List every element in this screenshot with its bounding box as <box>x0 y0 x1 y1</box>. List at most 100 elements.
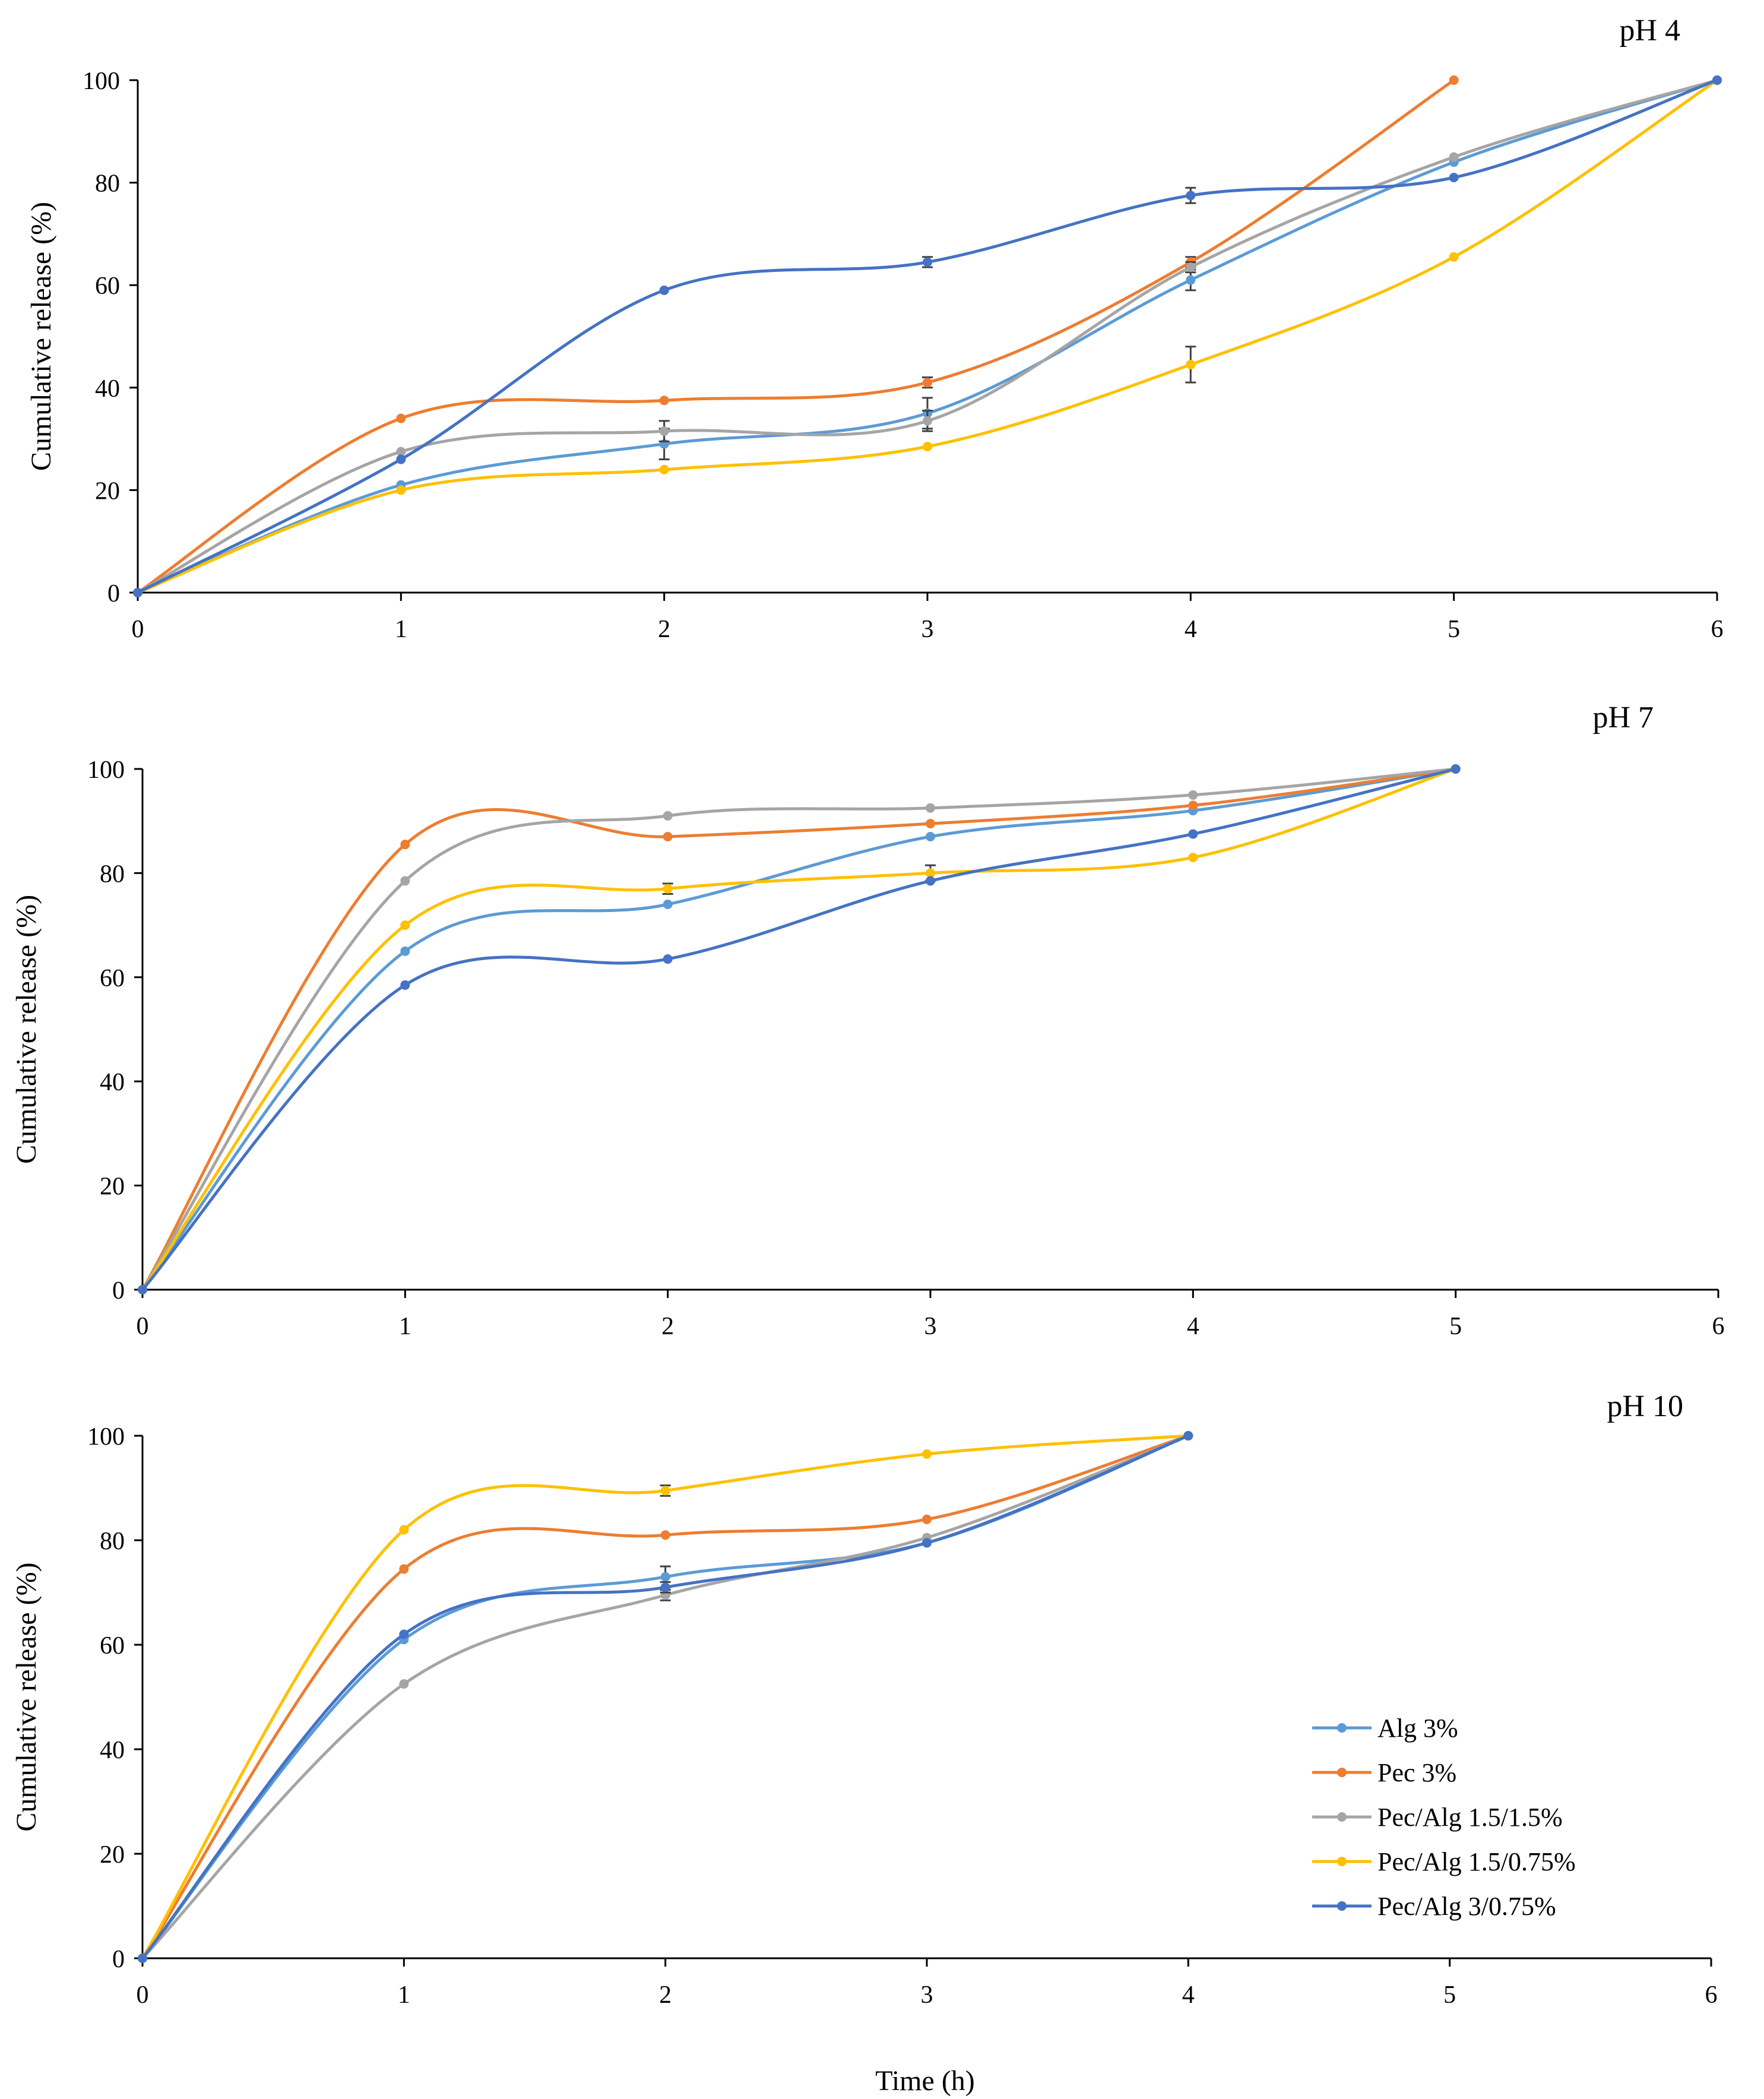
data-point <box>400 876 410 886</box>
y-tick-label: 0 <box>107 580 120 607</box>
data-point <box>660 1572 670 1582</box>
data-point <box>663 954 673 964</box>
data-point <box>1451 764 1461 774</box>
legend-entry: Pec/Alg 1.5/1.5% <box>1312 1803 1563 1832</box>
series-line <box>141 767 1456 1291</box>
data-point <box>1188 853 1198 863</box>
data-point <box>400 946 410 956</box>
data-point <box>926 868 935 878</box>
data-point <box>663 832 673 842</box>
data-point <box>400 840 410 850</box>
data-point <box>400 920 410 930</box>
y-tick-label: 60 <box>100 1632 125 1660</box>
x-tick-label: 5 <box>1449 1313 1462 1340</box>
x-tick-label: 5 <box>1443 1981 1456 2009</box>
series-line <box>141 1434 1189 1959</box>
data-point <box>400 980 410 990</box>
legend-swatch-marker <box>1337 1723 1347 1733</box>
x-tick-label: 2 <box>659 1981 672 2009</box>
x-tick-label: 0 <box>137 1981 149 2009</box>
data-point <box>1449 75 1459 85</box>
y-tick-label: 20 <box>95 477 120 505</box>
y-axis-label: Cumulative release (%) <box>26 202 57 471</box>
x-tick-label: 6 <box>1711 616 1724 643</box>
y-tick-label: 40 <box>95 375 120 403</box>
legend-swatch-marker <box>1337 1857 1347 1866</box>
y-tick-label: 100 <box>83 68 120 95</box>
data-point <box>396 454 406 464</box>
data-point <box>659 426 669 436</box>
legend: Alg 3% Pec 3% Pec/Alg 1.5/1.5% Pec/Alg 1.5/… <box>1312 1714 1576 1921</box>
data-point <box>923 257 932 267</box>
data-point <box>926 819 935 829</box>
y-tick-label: 60 <box>100 965 125 992</box>
data-point <box>1188 790 1198 800</box>
series-line <box>141 767 1456 1291</box>
legend-label: Pec/Alg 1.5/1.5% <box>1377 1803 1563 1832</box>
data-point <box>926 803 935 813</box>
y-tick-label: 40 <box>100 1737 125 1764</box>
data-point <box>659 464 669 474</box>
y-tick-label: 80 <box>95 170 120 198</box>
data-point <box>922 1514 932 1524</box>
y-tick-label: 40 <box>100 1069 125 1096</box>
series-line <box>141 767 1456 1291</box>
data-point <box>659 395 669 406</box>
data-point <box>926 832 935 842</box>
series-line <box>141 767 1456 1291</box>
data-point <box>926 876 935 886</box>
series-line <box>137 78 1455 594</box>
data-point <box>399 1679 409 1689</box>
data-point <box>922 1538 932 1548</box>
chart-panel-3: 0 20 40 60 80 100 0 1 2 3 4 5 6 Cumulative release (%… <box>11 1389 1718 2009</box>
legend-entry: Pec 3% <box>1312 1758 1456 1787</box>
y-tick-label: 20 <box>100 1841 125 1869</box>
data-point <box>396 485 406 495</box>
data-point <box>1449 172 1459 182</box>
data-point <box>660 1486 670 1496</box>
legend-swatch-marker <box>1337 1812 1347 1822</box>
legend-entry: Alg 3% <box>1312 1714 1458 1743</box>
legend-label: Pec 3% <box>1377 1758 1456 1787</box>
panel-title: pH 7 <box>1592 701 1654 735</box>
x-tick-label: 3 <box>921 1981 933 2009</box>
data-point <box>133 588 142 597</box>
legend-entry: Pec/Alg 3/0.75% <box>1312 1892 1556 1921</box>
data-point <box>1183 1431 1193 1441</box>
x-tick-label: 4 <box>1185 616 1197 643</box>
data-point <box>660 1530 670 1540</box>
x-axis-label: Time (h) <box>875 2065 975 2097</box>
data-point <box>1186 275 1196 285</box>
series-line <box>141 1434 1189 1959</box>
series-pec-alg-3-0-75- <box>133 75 1722 597</box>
series-line <box>141 1434 1189 1959</box>
data-point <box>1449 152 1459 162</box>
data-point <box>1188 800 1198 811</box>
x-tick-label: 3 <box>921 616 934 643</box>
x-tick-label: 1 <box>399 1313 411 1340</box>
data-point <box>399 1525 409 1535</box>
series-pec-alg-3-0-75- <box>138 764 1461 1294</box>
data-point <box>923 378 932 388</box>
x-tick-label: 2 <box>661 1313 674 1340</box>
x-tick-label: 2 <box>658 616 670 643</box>
data-point <box>1186 262 1196 272</box>
chart-panel-1: 0 20 40 60 80 100 0 1 2 3 4 5 6 Cumulative release (%… <box>26 14 1724 643</box>
y-tick-label: 20 <box>100 1173 125 1201</box>
y-tick-label: 80 <box>100 860 125 888</box>
data-point <box>660 1582 670 1593</box>
panel-title: pH 4 <box>1619 14 1680 48</box>
x-tick-label: 0 <box>137 1313 149 1340</box>
x-tick-label: 1 <box>395 616 407 643</box>
data-point <box>659 285 669 295</box>
data-point <box>1186 359 1196 369</box>
y-axis-label: Cumulative release (%) <box>11 1562 42 1831</box>
legend-swatch-marker <box>1337 1901 1347 1911</box>
x-tick-label: 6 <box>1712 1313 1725 1340</box>
series-pec-alg-3-0-75- <box>138 1431 1193 1963</box>
data-point <box>663 884 673 894</box>
data-point <box>1712 75 1722 85</box>
legend-swatch-marker <box>1337 1768 1347 1777</box>
